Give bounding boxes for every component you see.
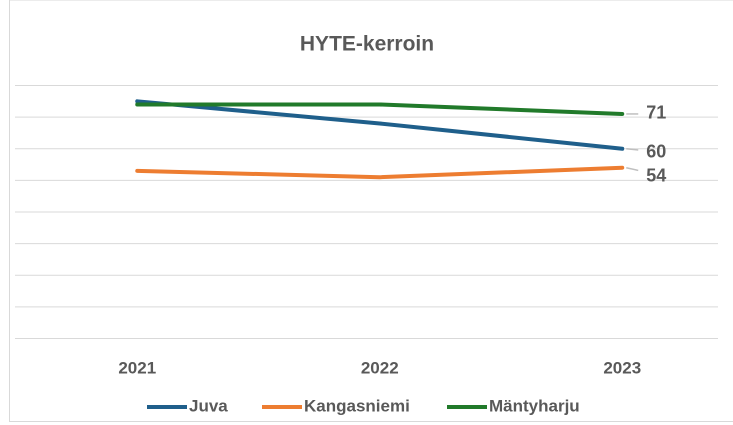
line-series [135,165,625,180]
legend-label: Kangasniemi [304,396,410,415]
legend-label: Juva [189,396,228,415]
x-tick-label: 2022 [361,358,399,377]
leader-line [626,148,639,151]
leader-line [626,166,639,172]
data-label: 54 [646,165,666,185]
x-tick-label: 2021 [118,358,156,377]
line-series [135,99,625,151]
x-tick-label: 2023 [603,358,641,377]
line-series [135,102,625,116]
chart-title: HYTE-kerroin [300,33,434,56]
chart-border [9,0,733,422]
data-label: 60 [646,142,666,162]
legend-label: Mäntyharju [489,396,580,415]
data-label: 71 [646,103,666,123]
